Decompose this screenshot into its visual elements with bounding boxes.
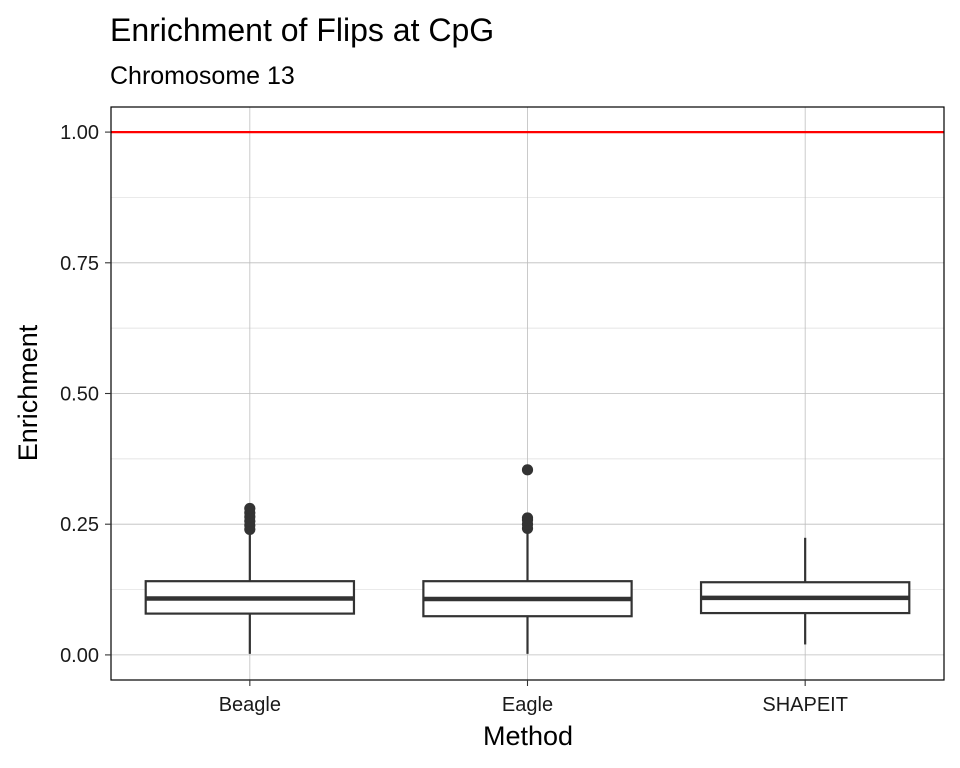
box-shapeit <box>699 537 911 645</box>
y-axis: 0.00 0.25 0.50 0.75 1.00 <box>60 122 111 667</box>
box-eagle <box>422 464 633 654</box>
y-tick-label: 0.50 <box>60 384 99 406</box>
outlier-point <box>521 464 534 476</box>
y-tick-label: 0.75 <box>60 253 99 275</box>
x-tick-label: SHAPEIT <box>762 694 848 716</box>
x-tick-label: Eagle <box>502 694 553 716</box>
y-axis-title: Enrichment <box>13 324 43 461</box>
x-axis: Beagle Eagle SHAPEIT <box>219 680 848 716</box>
box-beagle <box>144 502 356 654</box>
x-tick-label: Beagle <box>219 694 281 716</box>
x-axis-title: Method <box>483 721 573 751</box>
chart-title: Enrichment of Flips at CpG <box>110 12 494 48</box>
y-tick-label: 1.00 <box>60 122 99 144</box>
outlier-point <box>244 502 256 515</box>
box-series <box>144 464 911 654</box>
y-tick-label: 0.25 <box>60 514 99 536</box>
y-tick-label: 0.00 <box>60 645 99 667</box>
chart-subtitle: Chromosome 13 <box>110 62 295 90</box>
outlier-point <box>521 512 534 524</box>
